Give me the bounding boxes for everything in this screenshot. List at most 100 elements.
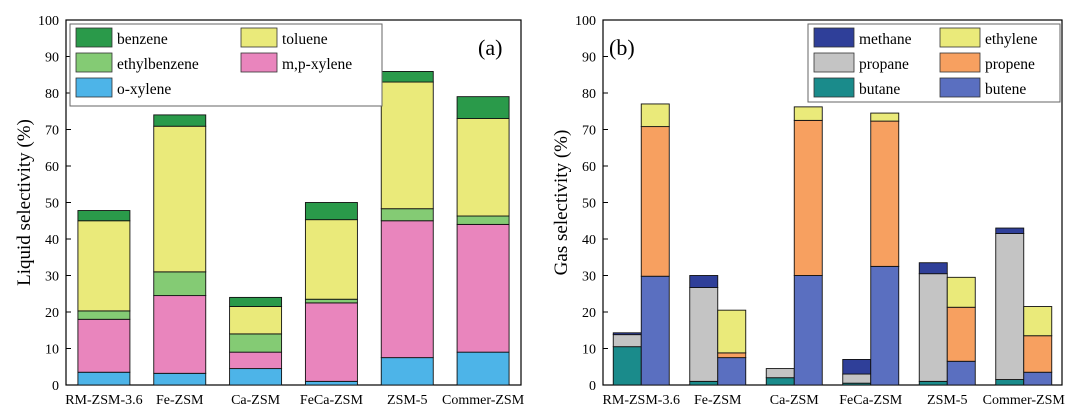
bar-segment-o-xylene (153, 372, 207, 386)
y-tick-label: 70 (45, 124, 59, 139)
bar-segment-benzene (229, 296, 283, 307)
x-tick-label: Commer-ZSM (442, 393, 525, 408)
x-tick-label: Fe-ZSM (156, 393, 204, 408)
legend-swatch-benzene (75, 27, 113, 48)
bar-segment-propane (765, 368, 795, 379)
y-tick-label: 60 (45, 160, 59, 175)
bar-segment-o-xylene (77, 371, 131, 386)
bar-segment-propene (946, 306, 976, 362)
legend-swatch-ethylene (939, 27, 981, 48)
bar-segment-ethylene (793, 106, 823, 121)
bar-segment-butane (612, 346, 642, 386)
legend-label-ethylene: ethylene (985, 31, 1038, 48)
bar-segment-ethylbenzene (153, 271, 207, 297)
legend-label-butene: butene (985, 81, 1026, 98)
x-tick-label: ZSM-5 (387, 393, 427, 408)
gas-selectivity-chart: 0 10 20 30 40 50 60 70 80 90 100 Gas selectivity (%… (551, 14, 1065, 408)
bar-segment-methane (689, 275, 719, 288)
bar-segment-benzene (456, 96, 510, 120)
legend-label-o-xylene: o-xylene (117, 81, 171, 98)
legend-swatch-m-p-xylene (240, 52, 278, 73)
bar-segment-methane (842, 359, 872, 375)
bar-segment-toluene (380, 81, 434, 210)
y-tick-label: 50 (582, 197, 596, 212)
bar-segment-ethylene (640, 103, 670, 128)
bar-segment-methane (612, 332, 642, 336)
bar-segment-o-xylene (456, 351, 510, 386)
legend-swatch-toluene (240, 27, 278, 48)
bar-segment-butene (717, 357, 747, 386)
y-tick-label: 80 (45, 87, 59, 102)
legend-swatch-butane (813, 77, 855, 98)
bar-segment-m-p-xylene (77, 318, 131, 373)
bar-segment-m-p-xylene (304, 302, 358, 382)
bar-segment-butene (1023, 371, 1053, 386)
y-tick-label: 30 (582, 270, 596, 285)
bar-segment-butene (946, 360, 976, 386)
y-tick-label: 20 (582, 306, 596, 321)
bar-segment-methane (995, 227, 1025, 234)
legend-label-ethylbenzene: ethylbenzene (117, 56, 199, 73)
x-tick-label: FeCa-ZSM (839, 393, 903, 408)
x-tick-label: Commer-ZSM (983, 393, 1066, 408)
panel-label: (b) (609, 35, 635, 60)
bar-segment-butane (995, 379, 1025, 386)
bar-segment-ethylbenzene (229, 333, 283, 353)
bar-segment-ethylbenzene (304, 298, 358, 304)
y-tick-label: 70 (582, 124, 596, 139)
legend-label-benzene: benzene (117, 31, 168, 48)
y-tick-label: 100 (575, 14, 596, 29)
panel-label: (a) (478, 35, 502, 60)
bar-segment-ethylene (870, 112, 900, 122)
x-tick-label: FeCa-ZSM (300, 393, 364, 408)
y-tick-label: 30 (45, 270, 59, 285)
y-tick-label: 40 (582, 233, 596, 248)
x-tick-label: RM-ZSM-3.6 (603, 393, 680, 408)
legend-label-butane: butane (859, 81, 900, 98)
liquid-selectivity-chart: 0 10 20 30 40 50 60 70 80 90 100 Liquid selectivity… (14, 14, 525, 408)
bar-segment-benzene (77, 210, 131, 222)
bar-segment-butane (765, 377, 795, 386)
bar-segment-butene (793, 275, 823, 386)
legend-swatch-methane (813, 27, 855, 48)
bar-segment-toluene (77, 220, 131, 312)
y-axis-label: Gas selectivity (%) (551, 130, 572, 276)
bar-segment-propene (870, 120, 900, 267)
bar-segment-propene (793, 119, 823, 276)
bar-segment-ethylene (946, 276, 976, 308)
y-tick-label: 60 (582, 160, 596, 175)
y-tick-label: 90 (582, 51, 596, 66)
legend-swatch-o-xylene (75, 77, 113, 98)
y-tick-label: 0 (589, 379, 596, 394)
bar-segment-propane (918, 273, 948, 382)
x-tick-label: Ca-ZSM (770, 393, 820, 408)
bar-segment-ethylbenzene (456, 215, 510, 225)
legend-label-toluene: toluene (282, 31, 328, 48)
legend-label-methane: methane (859, 31, 912, 48)
y-tick-label: 20 (45, 306, 59, 321)
bar-segment-butane (689, 380, 719, 386)
bar-segment-propane (995, 233, 1025, 380)
bar-segment-benzene (153, 114, 207, 127)
x-tick-label: RM-ZSM-3.6 (65, 393, 142, 408)
bar-segment-butene (870, 265, 900, 386)
y-tick-label: 80 (582, 87, 596, 102)
bar-segment-propane (612, 334, 642, 348)
bar-segment-propene (1023, 335, 1053, 373)
bar-segment-toluene (153, 125, 207, 273)
bar-segment-toluene (229, 306, 283, 335)
legend-label-propane: propane (859, 56, 909, 73)
bar-segment-butene (640, 275, 670, 386)
bar-segment-o-xylene (229, 368, 283, 386)
x-tick-label: ZSM-5 (927, 393, 967, 408)
bar-segment-ethylene (1023, 306, 1053, 337)
bar-segment-m-p-xylene (380, 220, 434, 359)
bar-segment-propane (689, 287, 719, 382)
bar-segment-butane (918, 380, 948, 386)
bar-segment-m-p-xylene (456, 223, 510, 353)
bar-segment-m-p-xylene (153, 295, 207, 374)
bar-segment-propene (717, 352, 747, 359)
bar-segment-ethylbenzene (380, 208, 434, 222)
legend-box (69, 23, 383, 107)
